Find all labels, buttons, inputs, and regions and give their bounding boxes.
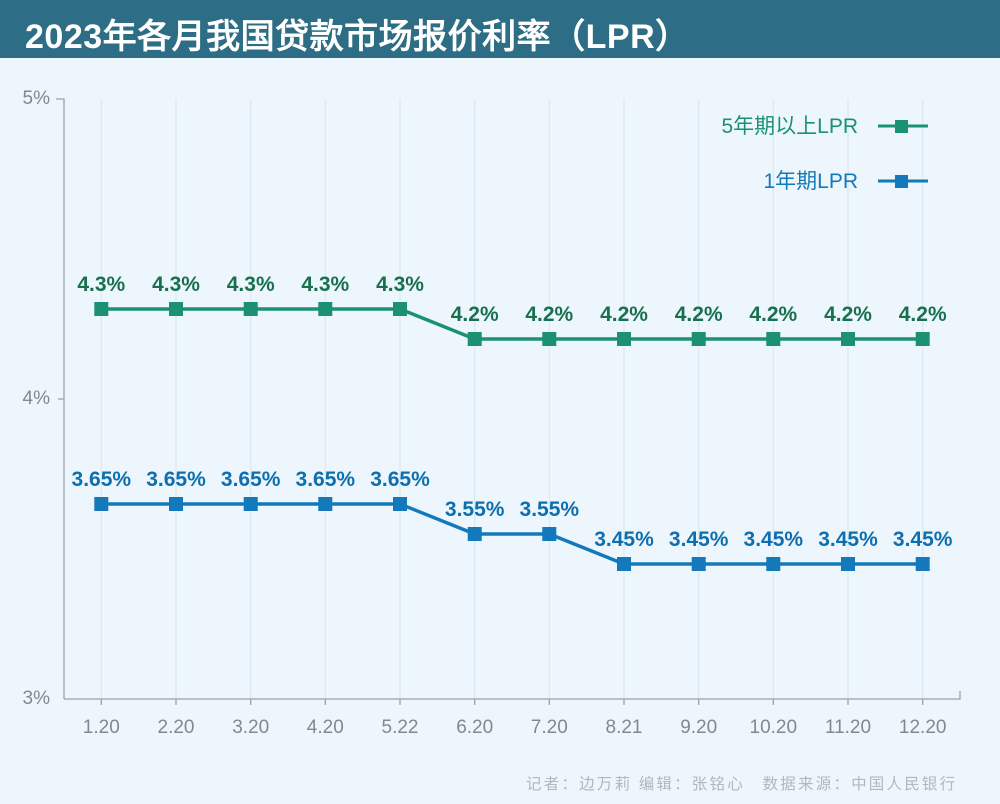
svg-text:3.65%: 3.65% <box>296 468 356 491</box>
svg-text:1年期LPR: 1年期LPR <box>763 170 858 193</box>
svg-text:5年期以上LPR: 5年期以上LPR <box>721 115 858 138</box>
svg-text:3.20: 3.20 <box>232 717 269 738</box>
svg-text:2.20: 2.20 <box>158 717 195 738</box>
svg-text:4.2%: 4.2% <box>899 303 947 326</box>
svg-text:4.2%: 4.2% <box>824 303 872 326</box>
svg-text:3.45%: 3.45% <box>669 528 729 551</box>
svg-text:4.2%: 4.2% <box>600 303 648 326</box>
svg-text:4.3%: 4.3% <box>77 273 125 296</box>
svg-text:4.2%: 4.2% <box>525 303 573 326</box>
svg-text:3.45%: 3.45% <box>594 528 654 551</box>
svg-text:5%: 5% <box>23 88 51 109</box>
svg-text:6.20: 6.20 <box>456 717 493 738</box>
svg-text:5.22: 5.22 <box>382 717 419 738</box>
svg-text:4%: 4% <box>23 388 51 409</box>
svg-text:12.20: 12.20 <box>899 717 947 738</box>
svg-text:8.21: 8.21 <box>606 717 643 738</box>
svg-text:1.20: 1.20 <box>83 717 120 738</box>
svg-text:3.55%: 3.55% <box>445 498 505 521</box>
svg-text:3.65%: 3.65% <box>221 468 281 491</box>
svg-text:7.20: 7.20 <box>531 717 568 738</box>
svg-text:3%: 3% <box>23 688 51 709</box>
svg-text:9.20: 9.20 <box>680 717 717 738</box>
svg-text:3.45%: 3.45% <box>893 528 953 551</box>
svg-text:4.3%: 4.3% <box>376 273 424 296</box>
svg-text:4.2%: 4.2% <box>675 303 723 326</box>
svg-text:4.2%: 4.2% <box>749 303 797 326</box>
svg-text:11.20: 11.20 <box>825 717 871 738</box>
svg-text:10.20: 10.20 <box>750 717 798 738</box>
svg-text:4.3%: 4.3% <box>301 273 349 296</box>
svg-text:3.45%: 3.45% <box>744 528 804 551</box>
svg-text:3.65%: 3.65% <box>146 468 206 491</box>
svg-text:3.55%: 3.55% <box>520 498 580 521</box>
svg-text:4.3%: 4.3% <box>227 273 275 296</box>
svg-text:4.2%: 4.2% <box>451 303 499 326</box>
svg-text:4.3%: 4.3% <box>152 273 200 296</box>
svg-text:3.45%: 3.45% <box>818 528 878 551</box>
svg-text:3.65%: 3.65% <box>72 468 132 491</box>
svg-text:3.65%: 3.65% <box>370 468 430 491</box>
svg-text:4.20: 4.20 <box>307 717 344 738</box>
